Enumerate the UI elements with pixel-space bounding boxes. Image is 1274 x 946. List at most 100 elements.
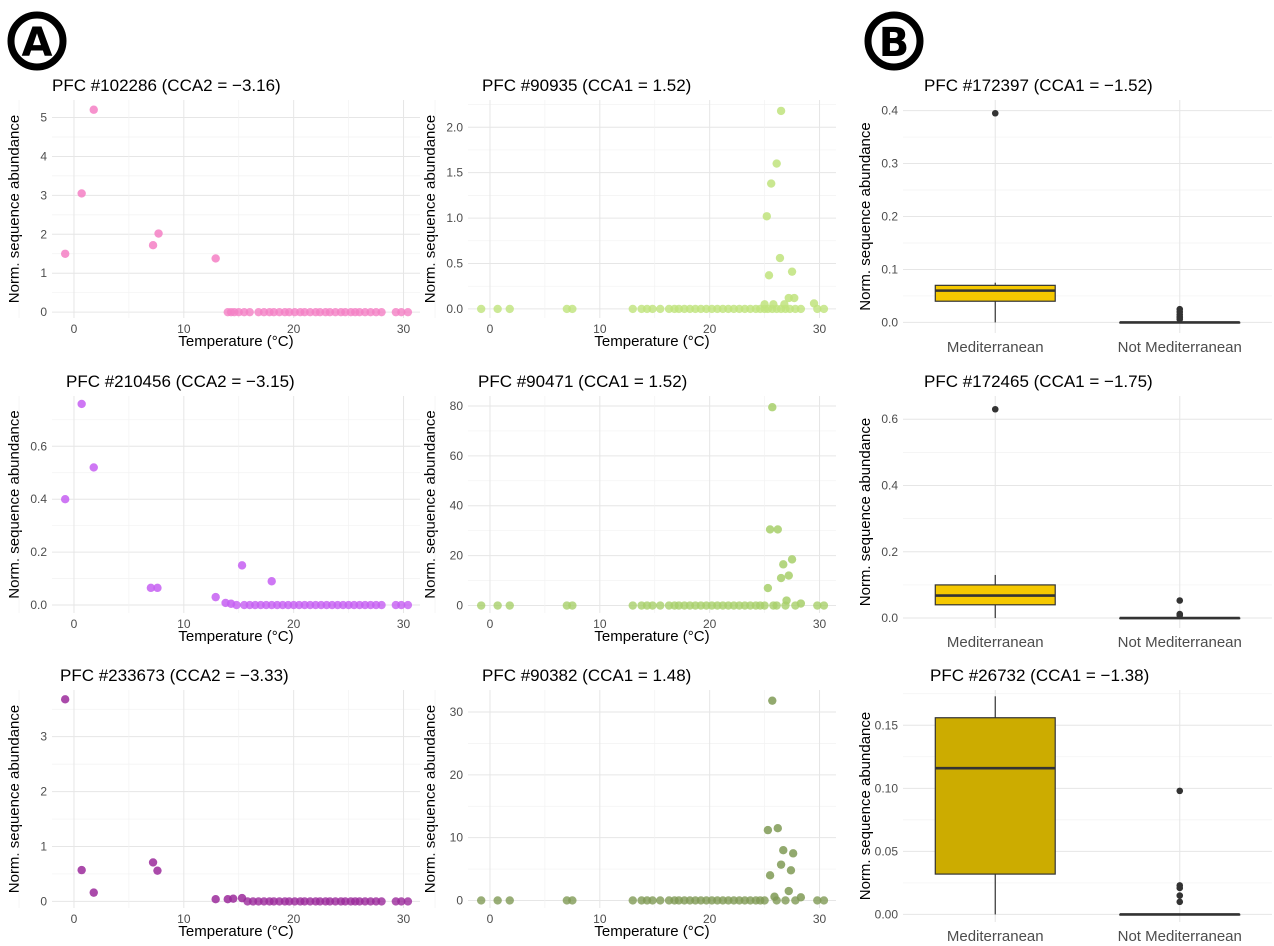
data-point <box>237 893 247 903</box>
data-point <box>796 893 806 902</box>
data-point <box>237 561 247 570</box>
data-point <box>796 304 806 314</box>
outlier-point <box>991 109 999 117</box>
box-1 <box>934 109 1056 323</box>
x-tick-label: 30 <box>397 617 411 631</box>
chart-title: PFC #102286 (CCA2 = −3.16) <box>52 76 281 95</box>
data-point <box>403 897 413 906</box>
x-axis-label: Temperature (°C) <box>594 333 709 350</box>
y-tick-label: 0 <box>456 599 463 613</box>
data-point <box>790 293 799 303</box>
chart-title: PFC #172397 (CCA1 = −1.52) <box>924 76 1153 95</box>
data-point <box>773 824 782 833</box>
data-point <box>154 229 163 238</box>
y-tick-label: 0 <box>456 893 463 907</box>
box-1 <box>934 696 1056 915</box>
chart-4: PFC #90471 (CCA1 = 1.52) 0 20 40 60 80 Norm. s… <box>422 372 836 645</box>
data-point <box>781 896 790 905</box>
x-tick-label: 0 <box>487 322 494 336</box>
panel-label-b: B <box>864 11 924 71</box>
box-1 <box>934 405 1056 619</box>
data-point <box>776 573 786 583</box>
data-point <box>153 866 162 875</box>
y-tick-label: 0.2 <box>881 210 898 224</box>
data-point <box>89 105 98 114</box>
data-point <box>77 189 86 198</box>
x-tick-label: 20 <box>287 912 301 926</box>
x-tick-label: 20 <box>287 617 301 631</box>
y-tick-label: 3 <box>40 730 47 744</box>
x-tick-label: 30 <box>397 912 411 926</box>
x-tick-label: 0 <box>487 912 494 926</box>
chart-3: PFC #210456 (CCA2 = −3.15) 0.0 0.2 0.4 0.6 No… <box>6 372 420 645</box>
chart-7: PFC #172397 (CCA1 = −1.52) 0.0 0.1 0.2 0.3 0.… <box>857 76 1272 356</box>
y-tick-label: 10 <box>450 831 464 845</box>
y-tick-label: 1.5 <box>446 166 463 180</box>
y-tick-label: 0.15 <box>875 718 899 732</box>
data-point <box>773 525 782 534</box>
data-point <box>656 896 665 905</box>
data-point <box>377 600 386 610</box>
data-point <box>656 601 665 610</box>
data-point <box>784 571 793 580</box>
data-point <box>648 601 657 610</box>
x-tick-label: 30 <box>397 322 411 336</box>
data-point <box>772 159 781 168</box>
data-point <box>819 896 829 905</box>
outlier-point <box>1176 315 1184 323</box>
y-tick-label: 2 <box>40 227 47 241</box>
outlier-point <box>1176 612 1184 619</box>
y-tick-label: 1 <box>40 839 47 853</box>
data-point <box>493 896 502 905</box>
y-axis-label: Norm. sequence abundance <box>6 410 23 598</box>
data-point <box>568 601 577 610</box>
data-point <box>776 860 786 869</box>
x-tick-label: 0 <box>71 322 78 336</box>
panel-label-b-text: B <box>879 20 910 66</box>
data-point <box>493 304 502 314</box>
data-point <box>648 304 657 314</box>
data-point <box>776 106 786 116</box>
data-point <box>397 897 406 906</box>
chart-title: PFC #26732 (CCA1 = −1.38) <box>930 666 1149 685</box>
data-point <box>403 600 413 610</box>
data-point <box>780 300 789 309</box>
x-tick-label: 10 <box>593 912 607 926</box>
plots: PFC #102286 (CCA2 = −3.16) 0 1 2 3 4 5 Norm. se… <box>6 76 1272 945</box>
data-point <box>779 846 788 855</box>
y-tick-label: 5 <box>40 111 47 125</box>
data-point <box>628 896 637 905</box>
outlier-point <box>1176 898 1184 906</box>
x-tick-label: 20 <box>703 617 717 631</box>
data-point <box>476 896 486 905</box>
outlier-point <box>991 405 999 413</box>
chart-title: PFC #90935 (CCA1 = 1.52) <box>482 76 691 95</box>
data-point <box>397 307 406 317</box>
chart-5: PFC #233673 (CCA2 = −3.33) 0 1 2 3 Norm. sequ… <box>6 666 420 940</box>
y-axis-label: Norm. sequence abundance <box>422 115 439 303</box>
panel-label-a-text: A <box>22 20 53 66</box>
x-axis-label: Temperature (°C) <box>594 923 709 940</box>
outlier-point <box>1176 597 1184 604</box>
y-axis-label: Norm. sequence abundance <box>857 418 874 606</box>
data-point <box>245 307 254 317</box>
x-category-label: Not Mediterranean <box>1118 634 1242 651</box>
box-2 <box>1119 787 1241 916</box>
data-point <box>763 825 773 835</box>
chart-title: PFC #90471 (CCA1 = 1.52) <box>478 372 687 391</box>
y-tick-label: 0.1 <box>881 262 898 276</box>
data-point <box>229 894 238 903</box>
data-point <box>768 696 777 705</box>
data-point <box>796 599 806 608</box>
chart-title: PFC #210456 (CCA2 = −3.15) <box>66 372 295 391</box>
x-axis-label: Temperature (°C) <box>178 923 293 940</box>
data-point <box>476 601 486 610</box>
data-point <box>60 249 70 258</box>
data-point <box>769 300 778 309</box>
x-tick-label: 10 <box>177 322 191 336</box>
x-axis-label: Temperature (°C) <box>178 333 293 350</box>
y-axis-label: Norm. sequence abundance <box>6 705 23 893</box>
y-tick-label: 0.6 <box>881 412 898 426</box>
y-tick-label: 0 <box>40 305 47 319</box>
x-tick-label: 20 <box>703 322 717 336</box>
